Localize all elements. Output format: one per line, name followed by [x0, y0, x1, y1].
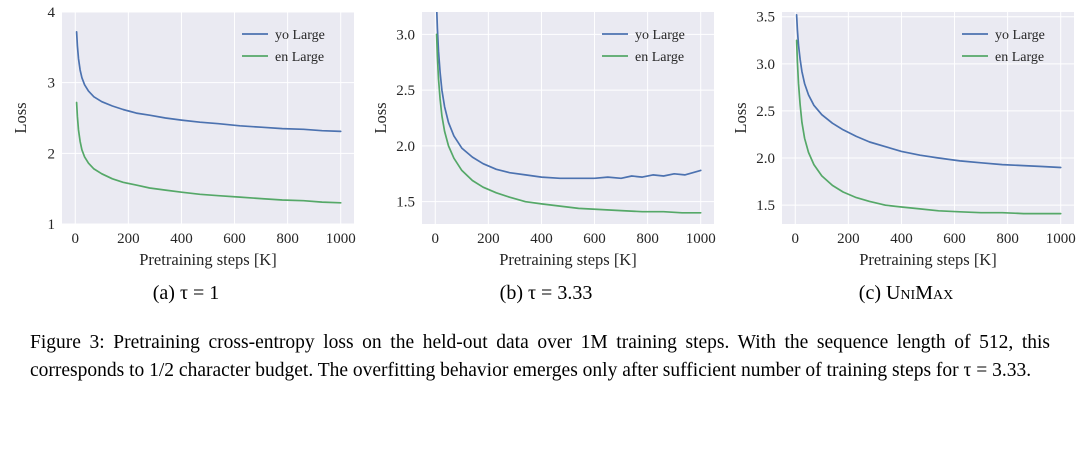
svg-text:200: 200 [117, 231, 140, 247]
grid-lines [782, 12, 1074, 224]
svg-text:2.5: 2.5 [396, 83, 415, 99]
y-axis-label: Loss [372, 102, 390, 133]
svg-text:2.5: 2.5 [756, 104, 775, 120]
subfig-b: 0 200 400 600 800 1000 1.5 2.0 2.5 3.0 Pretraining… [372, 6, 720, 305]
svg-text:3: 3 [48, 76, 56, 92]
series-line-en-large [435, 33, 702, 214]
y-axis-label: Loss [732, 102, 750, 133]
legend-label: en Large [635, 50, 684, 65]
subfig-a-caption: (a) τ = 1 [12, 282, 360, 305]
svg-text:3.0: 3.0 [756, 57, 775, 73]
svg-text:0: 0 [72, 231, 80, 247]
legend-label: yo Large [635, 28, 685, 43]
y-axis-label: Loss [12, 102, 30, 133]
svg-text:1: 1 [48, 217, 56, 233]
grid-lines [62, 11, 354, 225]
legend-label: en Large [995, 50, 1044, 65]
figure-caption: Figure 3: Pretraining cross-entropy loss… [30, 332, 1050, 381]
series-line-yo-large [795, 13, 1062, 169]
svg-text:800: 800 [996, 231, 1019, 247]
chart-c-canvas: 0 200 400 600 800 1000 1.5 2.0 2.5 3.0 3.5 Pretrain… [732, 10, 1076, 269]
svg-text:2.0: 2.0 [756, 151, 775, 167]
series-lines [435, 12, 702, 214]
series-line-en-large [75, 101, 342, 204]
plot-area [782, 12, 1074, 224]
svg-text:4: 4 [48, 6, 56, 21]
subfig-a: 0 200 400 600 800 1000 1 2 3 4 Pretraining steps [… [12, 6, 360, 305]
svg-text:3.5: 3.5 [756, 10, 775, 26]
subfig-c-caption: (c) UniMax [732, 282, 1080, 305]
svg-text:600: 600 [223, 231, 246, 247]
svg-text:1.5: 1.5 [396, 195, 415, 211]
legend: yo Large en Large [242, 28, 325, 65]
tick-labels: 0 200 400 600 800 1000 1 2 3 4 [48, 6, 356, 247]
grid-lines [422, 12, 714, 224]
subfig-a-label: (a) [152, 282, 175, 304]
plot-area [62, 12, 354, 224]
svg-text:1000: 1000 [686, 231, 716, 247]
series-line-yo-large [75, 30, 342, 133]
subfig-b-label: (b) [499, 282, 523, 304]
series-lines [795, 13, 1062, 215]
tick-labels: 0 200 400 600 800 1000 1.5 2.0 2.5 3.0 [396, 27, 715, 247]
subfig-c: 0 200 400 600 800 1000 1.5 2.0 2.5 3.0 3.5 Pretrain… [732, 6, 1080, 305]
series-line-en-large [795, 39, 1062, 215]
plot-area [422, 12, 714, 224]
subfig-c-title: UniMax [885, 282, 954, 304]
svg-text:2.0: 2.0 [396, 139, 415, 155]
series-lines [75, 30, 342, 204]
legend: yo Large en Large [962, 28, 1045, 65]
svg-text:200: 200 [477, 231, 500, 247]
svg-text:600: 600 [583, 231, 606, 247]
charts-row: 0 200 400 600 800 1000 1 2 3 4 Pretraining steps [… [0, 6, 1080, 305]
chart-a-canvas: 0 200 400 600 800 1000 1 2 3 4 Pretraining steps [… [12, 6, 356, 269]
series-line-yo-large [435, 12, 702, 180]
svg-text:800: 800 [276, 231, 299, 247]
legend-label: yo Large [995, 28, 1045, 43]
legend: yo Large en Large [602, 28, 685, 65]
x-axis-label: Pretraining steps [K] [499, 250, 636, 269]
svg-text:400: 400 [170, 231, 193, 247]
svg-text:2: 2 [48, 146, 56, 162]
legend-label: yo Large [275, 28, 325, 43]
svg-text:0: 0 [792, 231, 800, 247]
svg-text:200: 200 [837, 231, 860, 247]
subfig-a-title: τ = 1 [179, 282, 220, 304]
svg-text:3.0: 3.0 [396, 27, 415, 43]
tick-labels: 0 200 400 600 800 1000 1.5 2.0 2.5 3.0 3.5 [756, 10, 1075, 247]
svg-text:1.5: 1.5 [756, 198, 775, 214]
legend-label: en Large [275, 50, 324, 65]
svg-text:400: 400 [890, 231, 913, 247]
svg-text:1000: 1000 [1046, 231, 1076, 247]
svg-text:400: 400 [530, 231, 553, 247]
subfig-b-caption: (b) τ = 3.33 [372, 282, 720, 305]
svg-text:0: 0 [432, 231, 440, 247]
svg-text:800: 800 [636, 231, 659, 247]
x-axis-label: Pretraining steps [K] [859, 250, 996, 269]
svg-text:1000: 1000 [326, 231, 356, 247]
subfig-b-title: τ = 3.33 [528, 282, 593, 304]
svg-text:600: 600 [943, 231, 966, 247]
x-axis-label: Pretraining steps [K] [139, 250, 276, 269]
chart-b-canvas: 0 200 400 600 800 1000 1.5 2.0 2.5 3.0 Pretraining… [372, 12, 716, 269]
subfig-c-label: (c) [858, 282, 881, 304]
figure-3: 0 200 400 600 800 1000 1 2 3 4 Pretraining steps [… [0, 6, 1080, 381]
